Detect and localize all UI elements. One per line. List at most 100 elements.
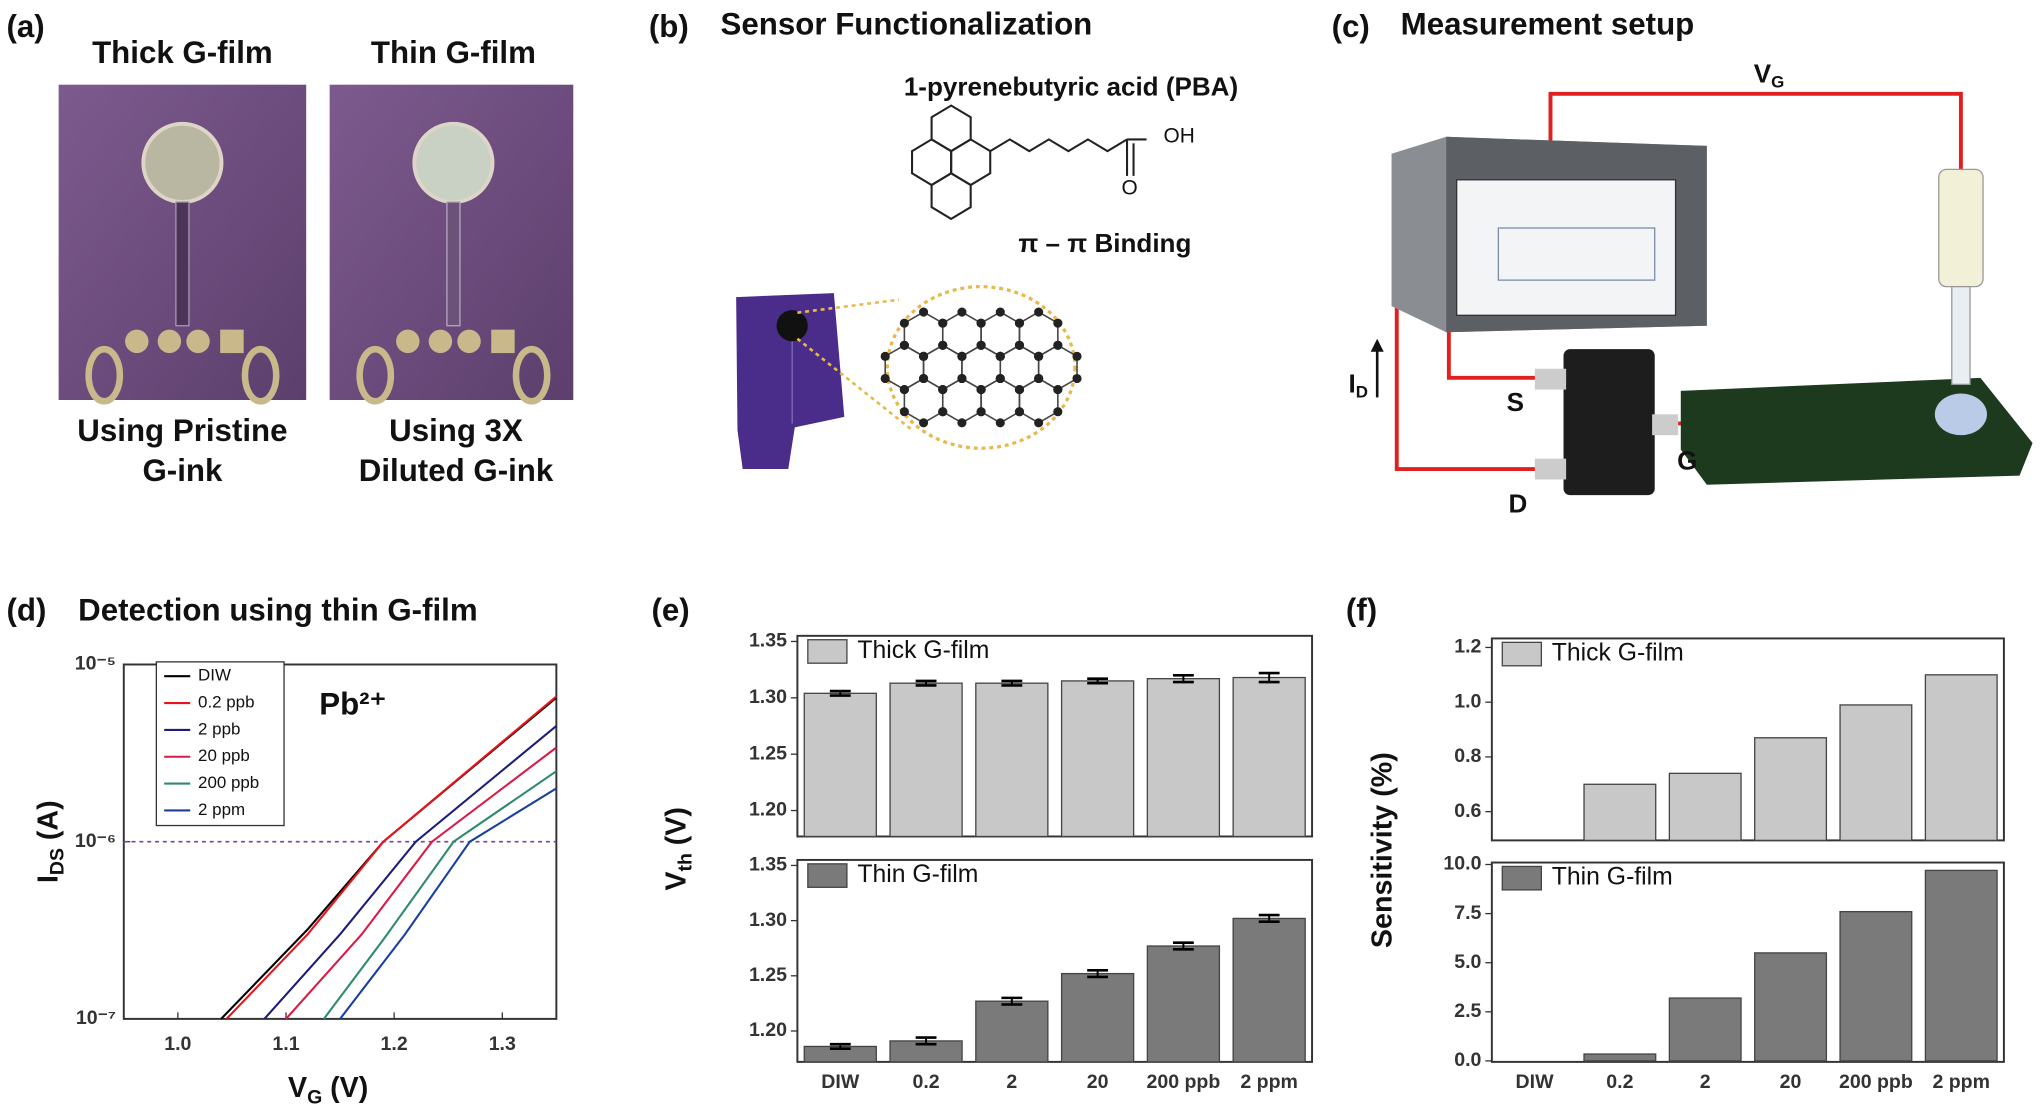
bar — [1146, 678, 1221, 838]
photo-thick — [58, 84, 307, 405]
instrument-screen — [1456, 179, 1677, 316]
lattice-atom — [1072, 373, 1082, 384]
lattice-atom — [1053, 318, 1063, 328]
bar — [1146, 945, 1221, 1063]
symbol: V — [1754, 58, 1772, 88]
sensor-electrode — [776, 310, 808, 342]
y-tick-label: 0.8 — [1454, 745, 1481, 767]
graphene-lattice — [880, 307, 1082, 428]
unit: (V) — [330, 1072, 368, 1104]
trace — [175, 201, 190, 327]
y-tick-label: 1.25 — [749, 964, 787, 986]
symbol: I — [32, 875, 64, 883]
bar — [1839, 704, 1913, 842]
lattice-atom — [938, 407, 948, 417]
panel-label: (f) — [1346, 593, 1377, 628]
bar — [1060, 972, 1135, 1063]
x-tick-label: 2 — [1700, 1071, 1711, 1093]
panel-label: (c) — [1332, 9, 1370, 44]
legend-label: Thin G-film — [1552, 864, 1673, 891]
pad — [220, 329, 244, 354]
lattice-atom — [1014, 407, 1025, 417]
y-tick-label: 2.5 — [1454, 1000, 1481, 1022]
lattice-atom — [880, 351, 890, 361]
source-cable — [1446, 328, 1571, 380]
x-tick-label: 2 — [1006, 1071, 1017, 1093]
x-tick-label: 1.0 — [164, 1033, 191, 1055]
subscript: G — [307, 1087, 322, 1109]
lattice-atom — [976, 318, 986, 328]
lattice-atom — [899, 385, 909, 395]
bar — [1839, 910, 1913, 1062]
ring — [950, 138, 992, 187]
lattice-atom — [1014, 385, 1025, 395]
bar — [1668, 772, 1742, 842]
pcb-board — [1680, 377, 2033, 485]
x-tick-label: DIW — [1516, 1071, 1555, 1093]
connector — [1652, 414, 1679, 436]
lattice-atom — [1053, 385, 1063, 395]
atom: OH — [1164, 124, 1195, 147]
pad — [157, 329, 182, 354]
drain-cable — [1394, 284, 1571, 472]
x-tick-label: 0.2 — [912, 1071, 939, 1093]
lattice-atom — [995, 418, 1005, 428]
lattice-atom — [957, 418, 967, 428]
y-tick-label: 10⁻⁵ — [75, 653, 116, 675]
pyrene — [911, 104, 1147, 221]
lattice-atom — [995, 307, 1005, 317]
lattice-atom — [1034, 351, 1044, 361]
pad — [491, 329, 515, 354]
terminal-label: S — [1507, 387, 1524, 417]
caption: G-ink — [142, 453, 223, 488]
annotation: Pb²⁺ — [319, 686, 386, 721]
panel-title: Sensor Functionalization — [721, 6, 1093, 41]
y-tick-label: 1.20 — [749, 1019, 787, 1041]
hole — [512, 345, 551, 405]
legend-box — [155, 661, 285, 827]
legend-label: Thick G-film — [857, 637, 989, 664]
caption: Using Pristine — [77, 413, 287, 448]
electrode-body — [1938, 168, 1984, 288]
legend-label: DIW — [198, 666, 231, 685]
drain-current-label: ID — [1349, 369, 1368, 402]
terminal-label: D — [1509, 488, 1528, 518]
legend-label: 20 ppb — [198, 746, 250, 765]
legend-swatch — [1501, 865, 1543, 891]
x-tick-label: DIW — [821, 1071, 860, 1093]
plot-frame — [796, 858, 1314, 1063]
bar — [1924, 674, 1998, 842]
y-tick-label: 10⁻⁷ — [76, 1007, 116, 1029]
series-line — [285, 746, 557, 1020]
hole — [356, 345, 395, 405]
pad — [125, 329, 149, 354]
bar — [975, 682, 1049, 838]
droplet — [1934, 393, 1987, 436]
subscript: D — [1356, 383, 1368, 402]
x-tick-label: 1.3 — [489, 1033, 516, 1055]
lattice-atom — [938, 340, 948, 350]
hole — [85, 345, 124, 405]
bar — [1583, 783, 1657, 842]
bar — [1754, 952, 1828, 1062]
lattice-atom — [957, 351, 967, 361]
bar — [1754, 737, 1828, 842]
lattice-atom — [899, 407, 909, 417]
y-tick-label: 1.30 — [749, 909, 787, 931]
x-tick-label: 20 — [1780, 1071, 1802, 1093]
y-axis-label: Vth (V) — [660, 807, 697, 891]
y-tick-label: 1.35 — [749, 630, 787, 652]
plot-frame — [1490, 637, 2005, 842]
x-tick-label: 0.2 — [1606, 1071, 1633, 1093]
symbol: I — [1349, 369, 1356, 399]
y-tick-label: 0.6 — [1454, 800, 1481, 822]
pad — [457, 329, 481, 354]
terminal-label: G — [1677, 445, 1697, 475]
lattice-atom — [1034, 418, 1044, 428]
breakout-box — [1563, 349, 1655, 496]
lattice-atom — [919, 418, 929, 428]
lattice-atom — [938, 318, 948, 328]
lattice-atom — [957, 307, 967, 317]
bar — [1232, 917, 1306, 1063]
